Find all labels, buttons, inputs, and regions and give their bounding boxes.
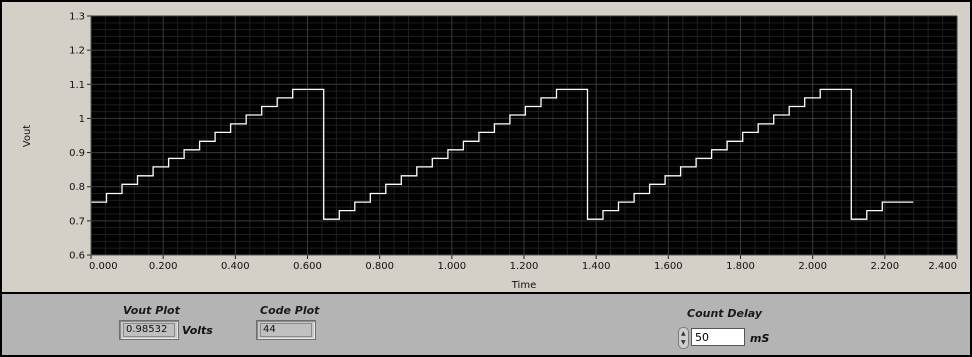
count-delay-spinner[interactable]: ▲ ▼ (678, 327, 689, 349)
vout-plot-label: Vout Plot (123, 304, 180, 317)
x-tick-label: 1.000 (438, 261, 467, 272)
y-tick-label: 0.8 (69, 182, 85, 193)
waveform-chart: 0.000 0.200 0.400 0.600 0.800 1.000 1.200 1.400… (22, 12, 958, 291)
increment-arrow-icon[interactable]: ▲ (681, 330, 686, 337)
y-axis: 0.6 0.7 0.8 0.9 1 1.1 1.2 1.3 (69, 12, 92, 262)
x-tick-label: 2.200 (871, 261, 900, 272)
vout-plot-value: 0.98532 (123, 323, 175, 337)
count-delay-input[interactable] (691, 328, 745, 346)
waveform-graph: 0.000 0.200 0.400 0.600 0.800 1.000 1.200 1.400… (2, 2, 970, 292)
x-tick-label: 0.400 (221, 261, 250, 272)
y-axis-label: Vout (22, 125, 33, 148)
y-tick-label: 1.3 (69, 12, 85, 23)
y-tick-label: 1.2 (69, 46, 85, 57)
y-tick-label: 0.9 (69, 148, 85, 159)
vout-trace (91, 88, 914, 220)
x-axis: 0.000 0.200 0.400 0.600 0.800 1.000 1.200 1.400… (89, 254, 958, 272)
y-tick-label: 0.7 (69, 216, 85, 227)
x-tick-label: 1.200 (510, 261, 539, 272)
code-plot-label: Code Plot (260, 304, 320, 317)
x-tick-label: 2.000 (798, 261, 827, 272)
x-tick-label: 1.400 (582, 261, 611, 272)
x-tick-label: 1.800 (726, 261, 755, 272)
y-tick-label: 1.1 (69, 80, 85, 91)
vout-plot-indicator: 0.98532 (119, 320, 179, 340)
x-tick-label: 2.400 (928, 261, 957, 272)
decrement-arrow-icon[interactable]: ▼ (681, 339, 686, 346)
code-plot-indicator: 44 (256, 320, 316, 340)
x-axis-label: Time (511, 280, 536, 291)
count-delay-control[interactable]: ▲ ▼ (678, 327, 746, 349)
y-tick-label: 1 (79, 114, 85, 125)
vout-unit-label: Volts (182, 324, 213, 337)
controls-panel: Vout Plot 0.98532 Volts Code Plot 44 Cou… (2, 294, 970, 355)
x-tick-label: 0.200 (149, 261, 178, 272)
y-tick-label: 0.6 (69, 251, 85, 262)
x-tick-label: 0.000 (89, 261, 118, 272)
x-tick-label: 0.600 (293, 261, 322, 272)
x-tick-label: 1.600 (654, 261, 683, 272)
count-delay-label: Count Delay (687, 307, 762, 320)
x-tick-label: 0.800 (365, 261, 394, 272)
count-delay-unit: mS (750, 332, 770, 345)
code-plot-value: 44 (260, 323, 312, 337)
